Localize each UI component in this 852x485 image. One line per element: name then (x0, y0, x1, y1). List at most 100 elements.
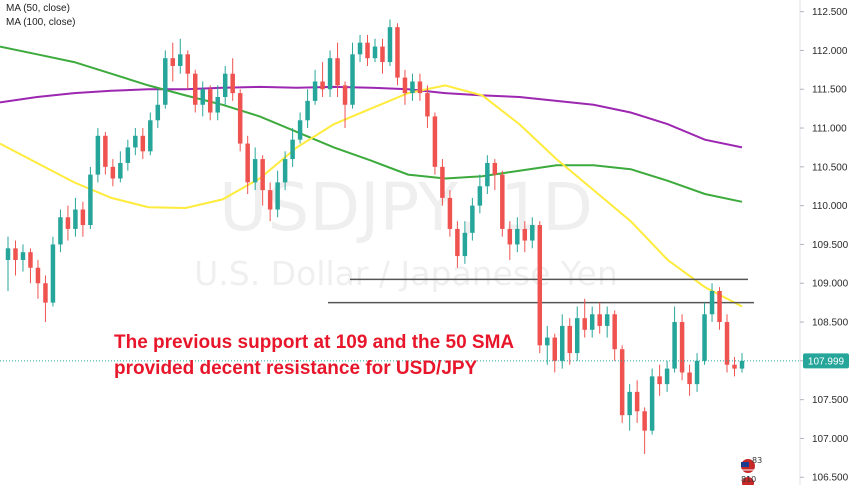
candle (410, 73, 415, 101)
candle (455, 221, 460, 268)
candle-body (65, 217, 71, 229)
candle (267, 182, 273, 222)
candle-body (5, 248, 11, 260)
candle-body (58, 217, 63, 245)
candle-body (372, 46, 378, 59)
candle (664, 360, 670, 392)
candle-body (559, 325, 565, 361)
candle (357, 34, 363, 63)
candle (649, 368, 655, 435)
candle (207, 85, 213, 121)
moving-average-lines (0, 45, 743, 308)
candle-body (597, 314, 602, 326)
flag-jp-icon[interactable]: 810 (741, 475, 756, 485)
legend-ma50[interactable]: MA (50, close) (6, 3, 70, 14)
price-tick-label: 112.500 (812, 7, 848, 18)
candle (163, 50, 168, 109)
candle-body (312, 81, 318, 101)
candle (88, 166, 93, 229)
candle (582, 298, 587, 338)
candle (634, 380, 640, 423)
flag-jp-label: 810 (741, 475, 756, 484)
candle-body (320, 81, 325, 90)
candle-body (95, 135, 101, 175)
candle (522, 221, 528, 253)
watermark-symbol: USDJPY, 1D (219, 169, 593, 246)
price-tick-label: 110.500 (812, 162, 848, 173)
candle (372, 38, 378, 63)
candle-body (485, 162, 490, 187)
candle (275, 170, 280, 218)
candle (50, 236, 56, 307)
candle-body (619, 349, 625, 416)
price-tick-label: 111.500 (812, 85, 847, 96)
price-axis[interactable]: 112.500 112.000 111.500 111.000 110.500 110.0… (741, 0, 849, 485)
annotation-line-2: provided decent resistance for USD/JPY (114, 358, 478, 379)
candle (350, 42, 355, 109)
candle-body (574, 318, 580, 354)
candle-body (73, 209, 78, 229)
candle-body (282, 159, 288, 183)
candle (125, 139, 131, 171)
candle-body (88, 174, 93, 226)
candle (35, 259, 41, 299)
candle-body (492, 162, 498, 175)
candle (604, 306, 610, 338)
candle-body (739, 360, 745, 369)
candle (290, 128, 295, 167)
candle-body (522, 228, 528, 241)
candle (597, 302, 602, 334)
candle (365, 34, 370, 66)
candle-body (694, 360, 700, 385)
candle-body (402, 77, 408, 94)
candle (335, 42, 340, 97)
candle (58, 209, 63, 253)
candle (507, 221, 513, 260)
candle (395, 23, 400, 86)
candle (230, 58, 235, 101)
candle-body (185, 54, 191, 74)
ma100-line (0, 45, 743, 203)
candle (709, 283, 715, 323)
candle (222, 65, 228, 105)
candle-body (649, 376, 655, 431)
candle-body (664, 368, 670, 385)
candle-body (13, 248, 18, 260)
candle (462, 221, 468, 264)
candle (642, 407, 647, 454)
candle-body (327, 58, 333, 90)
candle-body (192, 73, 198, 105)
annotation-text: The previous support at 109 and the 50 S… (114, 330, 514, 382)
legend-ma100[interactable]: MA (100, close) (6, 17, 76, 28)
candle-body (230, 73, 235, 94)
flag-us-icon[interactable]: 83 (741, 456, 762, 473)
candle-body (634, 391, 640, 412)
candle (567, 318, 572, 365)
price-tick-label: 109.000 (812, 279, 849, 290)
candle (327, 50, 333, 97)
price-tick-label: 108.500 (812, 318, 849, 329)
candle-body (110, 166, 116, 179)
candle (425, 85, 430, 129)
candle-body (500, 174, 505, 229)
candle (237, 89, 243, 152)
candle-body (290, 139, 295, 160)
candle-body (297, 120, 303, 140)
candle (380, 38, 385, 74)
candle-body (207, 89, 213, 113)
candle (43, 275, 48, 323)
candle-body (357, 42, 363, 55)
candle (20, 244, 26, 272)
candle-body (178, 54, 183, 66)
candle-body (687, 372, 692, 385)
candle (118, 151, 123, 183)
candle-body (125, 147, 131, 163)
candle (515, 217, 520, 253)
candle (492, 159, 498, 191)
candle (252, 147, 258, 191)
candle-body (470, 205, 475, 233)
candle-body (335, 58, 340, 86)
candle-body (440, 166, 445, 198)
candle-body (140, 135, 146, 152)
